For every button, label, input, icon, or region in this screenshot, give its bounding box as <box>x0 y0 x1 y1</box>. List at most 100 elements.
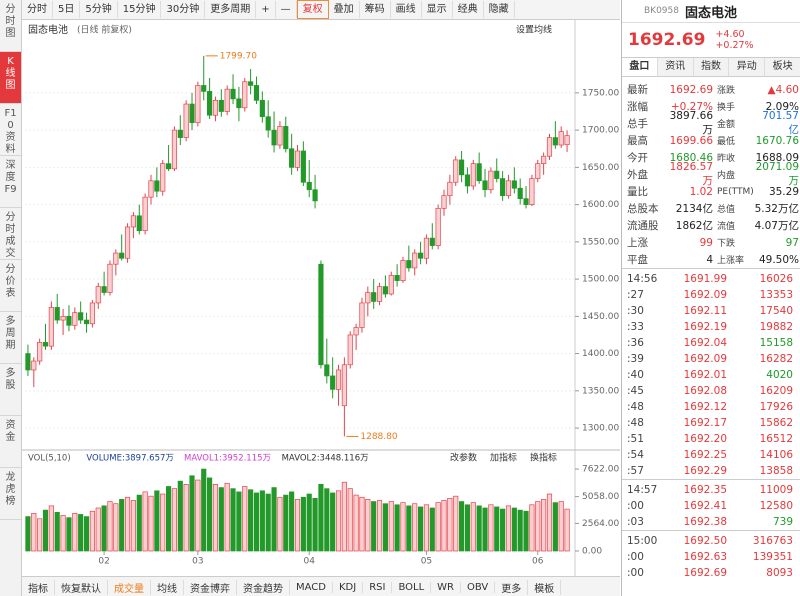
indicator-tab[interactable]: 均线 <box>151 579 184 595</box>
stat-value: 2.09% <box>765 100 799 113</box>
candle-body <box>441 195 447 209</box>
indicator-button[interactable]: 换指标 <box>530 452 557 464</box>
volume-bar <box>388 501 394 552</box>
indicator-tab[interactable]: 恢复默认 <box>55 579 108 595</box>
y-tick-label: 1450.00 <box>582 312 619 322</box>
indicator-tab[interactable]: OBV <box>461 581 496 593</box>
bottom-tabs: 指标 恢复默认 成交量 均线 资金博弈 资金趋势 MACD KDJ RSI BOLL WR OBV 更多… <box>22 576 620 596</box>
side-tab[interactable]: F10资料 <box>0 104 21 156</box>
side-tab[interactable]: 多股 <box>0 364 21 416</box>
side-tab[interactable]: 分时图 <box>0 0 21 52</box>
volume-bar <box>488 504 494 552</box>
volume-bar <box>177 480 183 552</box>
side-tab[interactable]: 深度F9 <box>0 156 21 208</box>
stat-value: 97 <box>785 236 799 249</box>
indicator-tab[interactable]: 更多 <box>495 579 529 595</box>
panel-tab[interactable]: 盘口 <box>622 58 658 76</box>
y-tick-label: 0.00 <box>582 547 602 557</box>
volume-bar <box>277 496 283 552</box>
panel-tab[interactable]: 异动 <box>729 58 766 76</box>
tool-button[interactable]: 分时 <box>22 1 53 18</box>
volume-bar <box>72 513 78 552</box>
stat-row: 涨幅 +0.27% 换手 2.09% <box>622 98 800 115</box>
tick-row: :48 1692.17 15862 <box>622 415 800 431</box>
tool-button[interactable]: 隐藏 <box>484 1 515 18</box>
volume-bar <box>324 488 330 552</box>
side-tab[interactable]: 龙虎榜 <box>0 468 21 520</box>
indicator-button[interactable]: 加指标 <box>490 452 517 464</box>
candle-body <box>265 116 271 131</box>
tool-button[interactable]: 经典 <box>453 1 484 18</box>
tool-button[interactable]: 筹码 <box>360 1 391 18</box>
stat-label: 最高 <box>627 135 648 147</box>
stat-value: 99 <box>699 236 713 249</box>
ma-setting[interactable]: 设置均线 <box>516 24 552 36</box>
candle-body <box>335 369 342 390</box>
candle-body <box>42 342 49 347</box>
candle-body <box>417 252 424 259</box>
stat-label: 量比 <box>627 186 648 198</box>
tool-button[interactable]: 30分钟 <box>161 1 206 18</box>
tool-button[interactable]: 5日 <box>53 1 81 18</box>
panel-tab[interactable]: 指数 <box>693 58 730 76</box>
volume-bar <box>259 490 265 552</box>
indicator-tab[interactable]: 资金博弈 <box>184 579 237 595</box>
tick-volume: 19882 <box>759 321 793 333</box>
tick-price: 1692.09 <box>683 289 727 301</box>
stat-value: 4 <box>706 253 713 266</box>
tool-button[interactable]: 画线 <box>391 1 422 18</box>
side-tab[interactable]: 分时成交 <box>0 208 21 260</box>
stat-value: 701.57亿 <box>762 110 799 136</box>
candle-body <box>277 126 283 146</box>
volume-bar <box>341 481 347 552</box>
tool-button[interactable]: 复权 <box>296 0 329 19</box>
indicator-tab[interactable]: KDJ <box>333 581 364 593</box>
tool-button[interactable]: — <box>276 1 297 18</box>
volume-bar <box>464 504 471 552</box>
indicator-tab[interactable]: 成交量 <box>108 579 151 595</box>
chart: 固态电池 (日线 前复权) 设置均线 1750.00 1700.00 1650.00… <box>22 20 620 576</box>
volume-bar <box>89 510 95 552</box>
tick-volume: 17926 <box>759 401 793 413</box>
side-tab[interactable]: 多周期 <box>0 312 21 364</box>
candle-body <box>224 88 230 112</box>
volume-bar <box>382 503 388 552</box>
side-tab[interactable]: K线图 <box>0 52 21 104</box>
tick-row: :40 1692.01 4020 <box>622 367 800 383</box>
side-tab[interactable]: 资金 <box>0 416 21 468</box>
volume-bar <box>165 486 172 552</box>
volume-bar <box>447 497 453 552</box>
indicator-tab[interactable]: WR <box>431 581 461 593</box>
candle-body <box>376 286 383 302</box>
indicator-tab[interactable]: 资金趋势 <box>237 579 290 595</box>
panel-tab[interactable]: 资讯 <box>657 58 694 76</box>
indicator-button[interactable]: 改参数 <box>450 452 477 464</box>
indicator-tab[interactable]: RSI <box>363 581 393 593</box>
candle-body <box>183 103 189 138</box>
volume-bar <box>248 489 254 552</box>
indicator-tab[interactable]: MACD <box>290 581 333 593</box>
stat-label: 最新 <box>627 84 648 96</box>
tool-button[interactable]: 更多周期 <box>205 1 257 18</box>
candle-body <box>248 81 254 86</box>
indicator-tab[interactable]: 模板 <box>528 579 562 595</box>
tool-button[interactable]: 15分钟 <box>118 1 162 18</box>
stat-value: 1692.69 <box>669 83 713 96</box>
volume-bar <box>283 494 289 552</box>
panel-tab[interactable]: 板块 <box>765 58 800 76</box>
tool-button[interactable]: 叠加 <box>329 1 360 18</box>
tick-time: :39 <box>627 353 644 365</box>
indicator-tab[interactable]: BOLL <box>392 581 432 593</box>
tool-button[interactable]: 显示 <box>422 1 453 18</box>
stat-label: 下跌 <box>717 239 736 249</box>
candle-body <box>201 85 207 92</box>
candle-body <box>25 353 31 371</box>
indicator-tab[interactable]: 指标 <box>22 579 55 595</box>
candle-body <box>388 275 394 295</box>
tool-button[interactable]: 5分钟 <box>80 1 118 18</box>
tool-button[interactable]: + <box>256 1 276 18</box>
stat-label: 今开 <box>627 152 648 164</box>
stat-value: 3897.66万 <box>669 110 713 136</box>
side-tab[interactable]: 分价表 <box>0 260 21 312</box>
y-tick-label: 1700.00 <box>582 126 619 136</box>
